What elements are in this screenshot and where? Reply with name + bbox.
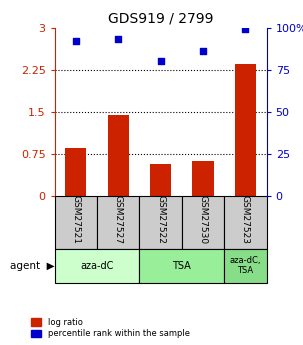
FancyBboxPatch shape — [55, 196, 97, 249]
Text: aza-dC,
TSA: aza-dC, TSA — [230, 256, 261, 276]
FancyBboxPatch shape — [139, 196, 182, 249]
Text: GSM27527: GSM27527 — [114, 195, 123, 244]
Text: GSM27522: GSM27522 — [156, 195, 165, 244]
FancyBboxPatch shape — [139, 249, 224, 283]
FancyBboxPatch shape — [224, 249, 267, 283]
FancyBboxPatch shape — [224, 196, 267, 249]
Bar — [108, 115, 129, 196]
Point — [73, 38, 78, 44]
FancyBboxPatch shape — [97, 196, 139, 249]
Bar — [65, 148, 86, 196]
Text: GSM27530: GSM27530 — [198, 195, 208, 244]
Text: TSA: TSA — [172, 261, 191, 271]
Bar — [150, 164, 171, 196]
Point — [158, 59, 163, 64]
Legend: log ratio, percentile rank within the sample: log ratio, percentile rank within the sa… — [28, 315, 192, 341]
Text: GSM27521: GSM27521 — [71, 195, 80, 244]
Text: agent  ▶: agent ▶ — [10, 261, 55, 271]
FancyBboxPatch shape — [182, 196, 224, 249]
Bar — [192, 161, 214, 196]
Point — [243, 27, 248, 32]
Title: GDS919 / 2799: GDS919 / 2799 — [108, 11, 213, 25]
Text: aza-dC: aza-dC — [80, 261, 114, 271]
Bar — [235, 64, 256, 196]
FancyBboxPatch shape — [55, 249, 139, 283]
Point — [116, 37, 121, 42]
Text: GSM27523: GSM27523 — [241, 195, 250, 244]
Point — [201, 48, 205, 54]
